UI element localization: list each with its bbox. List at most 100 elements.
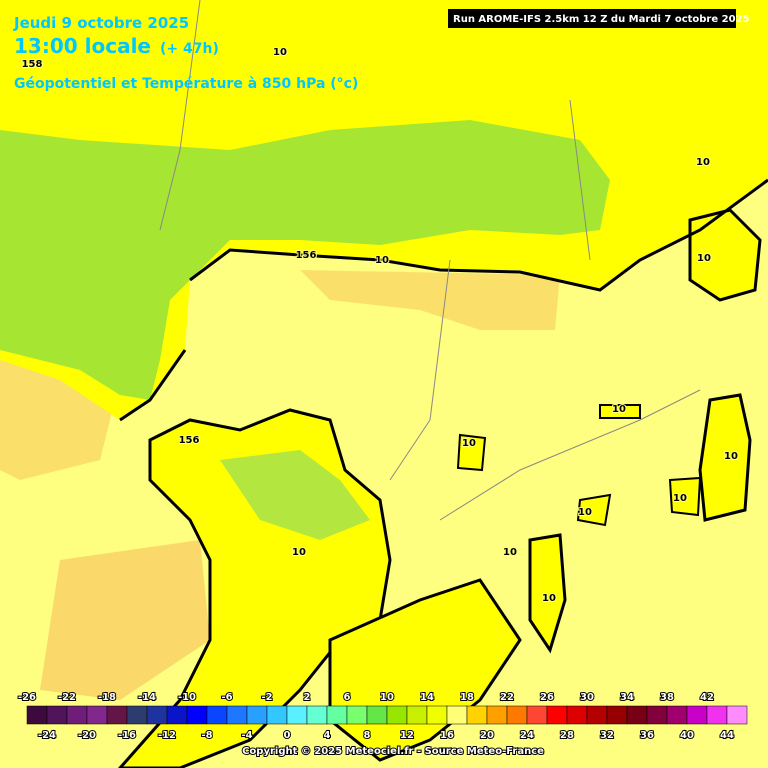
colorbar-tick-label: -2 [261,692,272,703]
colorbar-cell [466,705,488,725]
geopotential-label: 158 [22,59,43,70]
colorbar-cell [146,705,168,725]
colorbar-cell [246,705,268,725]
colorbar-tick-label: 38 [660,692,674,703]
colorbar-cell [346,705,368,725]
colorbar-tick-label: 18 [460,692,474,703]
colorbar-tick-label: -22 [58,692,76,703]
colorbar-cell [686,705,708,725]
colorbar-tick-label: -6 [221,692,232,703]
colorbar-cell [566,705,588,725]
colorbar-tick-label: 32 [600,730,614,741]
run-box [448,9,736,28]
contour-label: 10 [292,547,306,558]
colorbar-tick-label: -10 [178,692,196,703]
cold-area [0,120,610,400]
colorbar-cell [406,705,428,725]
isotherm-area [456,433,487,472]
colorbar-cell [626,705,648,725]
warm-area [300,270,560,330]
colorbar-cell [166,705,188,725]
colorbar-tick-label: -20 [78,730,96,741]
geopotential-label: 156 [296,250,317,261]
colorbar-cell [206,705,228,725]
isotherm-area [599,404,641,419]
colorbar-tick-label: -18 [98,692,116,703]
border-line [159,0,701,521]
contour-label: 10 [724,451,738,462]
colorbar-tick-label: 34 [620,692,634,703]
copyright: Copyright © 2025 Meteociel.fr - Source M… [242,746,544,757]
colorbar-cell [646,705,668,725]
colorbar-cell [26,705,48,725]
colorbar-tick-label: 44 [720,730,734,741]
forecast-time: 13:00 locale [14,34,151,58]
warm-area [40,540,210,700]
contour-label: 10 [503,547,517,558]
colorbar-cell [326,705,348,725]
colorbar-cell [546,705,568,725]
colorbar-tick-label: 0 [284,730,291,741]
isotherm-area [576,493,612,527]
colorbar-tick-label: 28 [560,730,574,741]
colorbar-cell [306,705,328,725]
isotherm-line [189,178,768,292]
contour-label: 10 [696,157,710,168]
cold-area [220,450,370,540]
colorbar-tick-label: 12 [400,730,414,741]
colorbar-tick-label: 36 [640,730,654,741]
contour-label: 10 [673,493,687,504]
colorbar-cell [526,705,548,725]
colorbar-tick-label: 26 [540,692,554,703]
run-label: Run AROME-IFS 2.5km 12 Z du Mardi 7 octo… [453,14,749,25]
colorbar-tick-label: 2 [304,692,311,703]
colorbar-cell [126,705,148,725]
forecast-date: Jeudi 9 octobre 2025 [13,14,189,32]
colorbar-tick-label: 24 [520,730,534,741]
colorbar-tick-label: 8 [364,730,371,741]
colorbar: -26-24-22-20-18-16-14-12-10-8-6-4-202468… [17,691,748,742]
colorbar-cell [386,705,408,725]
colorbar-tick-label: -16 [118,730,136,741]
colorbar-cell [726,705,748,725]
colorbar-cell [286,705,308,725]
contour-label: 10 [697,253,711,264]
contour-label: 10 [578,507,592,518]
colorbar-tick-label: 4 [324,730,331,741]
colorbar-tick-label: 42 [700,692,714,703]
colorbar-tick-label: 30 [580,692,594,703]
colorbar-cell [86,705,108,725]
colorbar-cell [706,705,728,725]
colorbar-cell [446,705,468,725]
isotherm-line [119,349,187,422]
colorbar-tick-label: 40 [680,730,694,741]
colorbar-tick-label: -8 [201,730,212,741]
colorbar-cell [666,705,688,725]
colorbar-tick-label: 6 [344,692,351,703]
colorbar-cell [426,705,448,725]
colorbar-tick-label: 14 [420,692,434,703]
contour-label: 10 [612,404,626,415]
colorbar-cell [486,705,508,725]
colorbar-cell [586,705,608,725]
colorbar-tick-label: 10 [380,692,394,703]
colorbar-cell [606,705,628,725]
colorbar-tick-label: 22 [500,692,514,703]
colorbar-cell [226,705,248,725]
isotherm-area [688,208,762,302]
colorbar-cell [46,705,68,725]
colorbar-cell [186,705,208,725]
map-title: Géopotentiel et Température à 850 hPa (°… [14,76,358,92]
lead-time: (+ 47h) [160,41,219,57]
colorbar-tick-label: -26 [18,692,36,703]
isotherm-area [528,533,567,654]
colorbar-cell [66,705,88,725]
colorbar-tick-label: -14 [138,692,156,703]
colorbar-cell [106,705,128,725]
isotherm-area [668,476,702,517]
colorbar-tick-label: -12 [158,730,176,741]
colorbar-tick-label: 16 [440,730,454,741]
colorbar-tick-label: -24 [38,730,56,741]
colorbar-cell [506,705,528,725]
